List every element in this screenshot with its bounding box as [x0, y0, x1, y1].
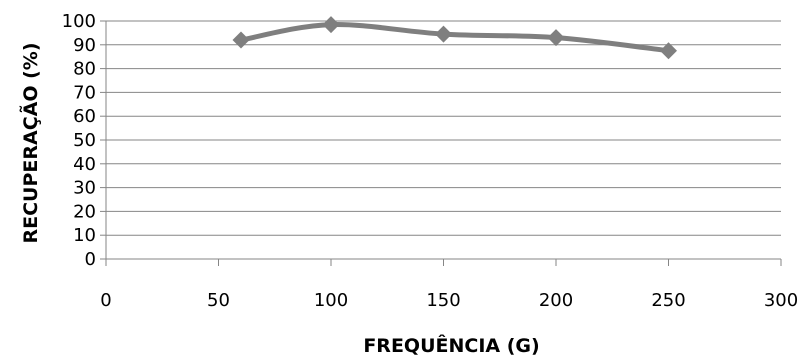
x-axis-title: FREQUÊNCIA (G): [363, 334, 539, 357]
y-tick-label: 10: [73, 225, 96, 246]
data-point: [660, 42, 677, 60]
x-tick-label: 0: [100, 290, 111, 311]
grid-lines: [106, 20, 781, 236]
x-tick-label: 100: [314, 290, 348, 311]
y-tick-label: 90: [73, 35, 96, 56]
y-tick-label: 60: [73, 106, 96, 127]
series-line: [238, 22, 671, 54]
y-tick-label: 20: [73, 201, 96, 222]
y-tick-label: 50: [73, 130, 96, 151]
y-tick-label: 0: [85, 249, 96, 270]
data-point: [322, 16, 340, 34]
x-tick-label: 150: [426, 290, 460, 311]
x-tick-label: 200: [539, 290, 573, 311]
data-point: [435, 25, 452, 43]
x-tick-labels: 0 50 100 150 200 250 300: [100, 290, 798, 311]
data-point: [232, 31, 250, 49]
x-tick-label: 300: [764, 290, 798, 311]
y-tick-label: 70: [73, 82, 96, 103]
data-point: [547, 29, 565, 47]
y-tick-label: 30: [73, 178, 96, 199]
x-tick-label: 50: [207, 290, 230, 311]
y-tick-label: 40: [73, 154, 96, 175]
x-tick-label: 250: [651, 290, 685, 311]
data-series: [232, 16, 677, 60]
y-tick-label: 80: [73, 59, 96, 80]
y-tick-label: 100: [62, 11, 96, 32]
y-axis-title: RECUPERAÇÃO (%): [18, 42, 42, 243]
axes: [100, 20, 782, 266]
